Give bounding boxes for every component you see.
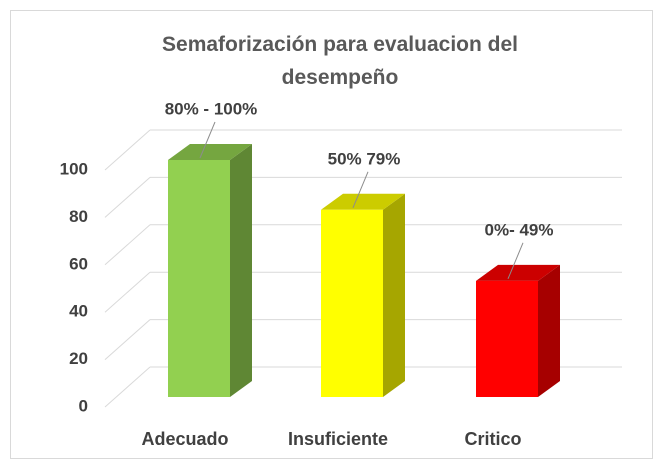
grid-line-depth <box>104 224 151 266</box>
y-tick-label: 20 <box>69 349 88 368</box>
grid-line-depth <box>104 366 151 408</box>
grid-line-depth <box>104 129 151 171</box>
grid-line-depth <box>104 271 151 313</box>
bar-top <box>321 193 405 210</box>
y-tick-label: 100 <box>60 159 88 178</box>
leader-line <box>199 121 216 159</box>
bar-top <box>168 144 252 160</box>
bar <box>321 209 383 397</box>
y-tick-label: 0 <box>79 396 88 415</box>
x-tick-label: Insuficiente <box>288 429 388 449</box>
x-tick-label: Adecuado <box>141 429 228 449</box>
bar-side <box>538 264 560 397</box>
bar-top <box>476 264 560 281</box>
annotation: 50% 79% <box>328 149 401 168</box>
y-tick-label: 40 <box>69 302 88 321</box>
annotation: 0%- 49% <box>485 220 554 239</box>
grid-line-depth <box>104 319 151 360</box>
leader-line <box>507 242 524 280</box>
y-tick-label: 60 <box>69 254 88 273</box>
y-tick-label: 80 <box>69 207 88 226</box>
annotation: 80% - 100% <box>165 99 258 118</box>
bar-side <box>383 193 405 397</box>
leader-line <box>352 171 369 208</box>
grid-line-depth <box>104 177 151 218</box>
bar <box>168 160 230 397</box>
bar-side <box>230 144 252 397</box>
chart-title: Semaforización para evaluacion del desem… <box>162 33 518 89</box>
bar <box>476 280 538 397</box>
x-tick-label: Critico <box>464 429 521 449</box>
